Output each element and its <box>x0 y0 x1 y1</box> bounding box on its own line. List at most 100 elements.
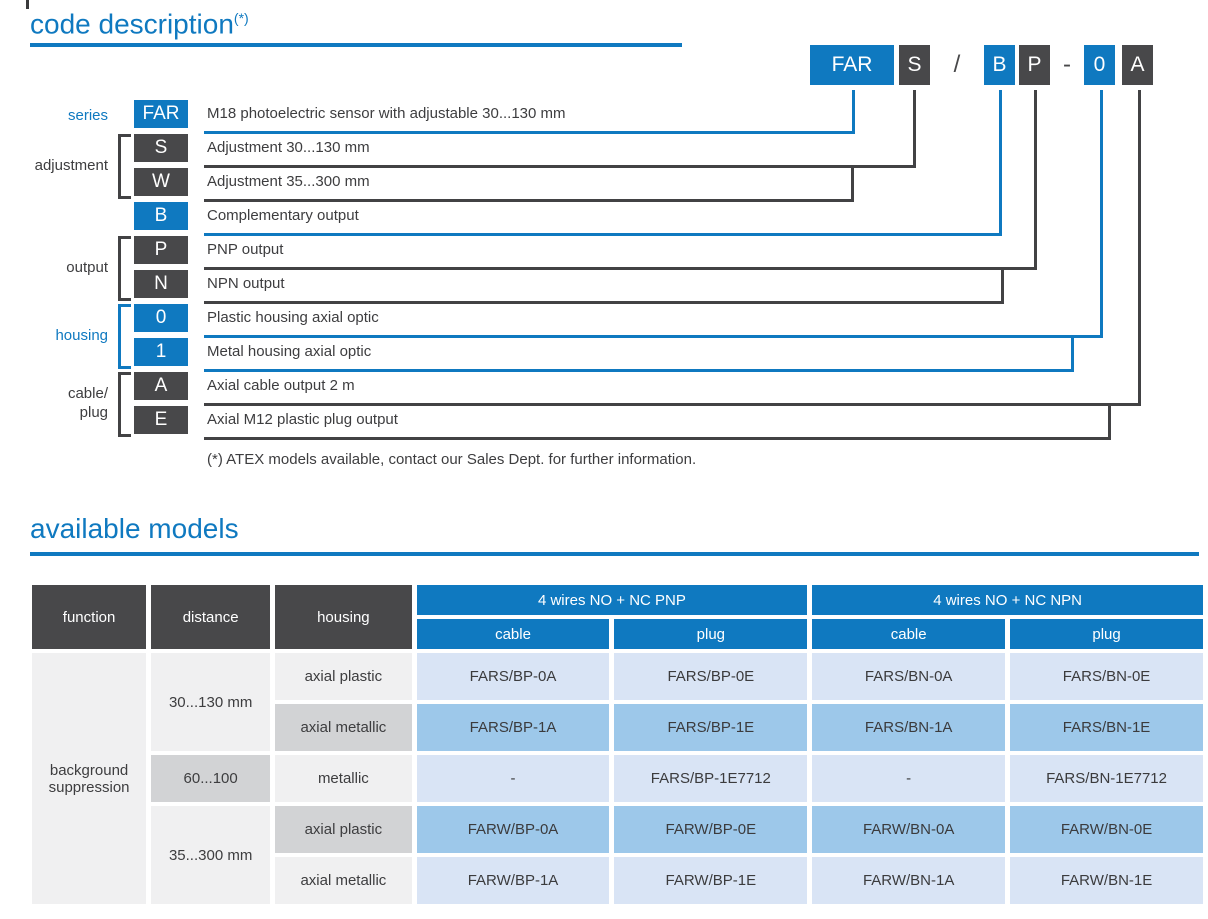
distance-cell: 35...300 mm <box>151 806 271 904</box>
model-cell: FARS/BP-0E <box>614 653 808 700</box>
example-code-slash: / <box>953 51 961 78</box>
code-desc-p: PNP output <box>207 241 284 258</box>
connector-line <box>1071 335 1074 372</box>
connector-line <box>204 165 916 168</box>
connector-line <box>851 165 854 202</box>
example-code-adjustment: S <box>899 45 930 85</box>
connector-line <box>1034 90 1037 270</box>
connector-line <box>204 335 1103 338</box>
code-desc-b: Complementary output <box>207 207 359 224</box>
group-label-cable-plug-line1: cable/ <box>67 385 108 402</box>
housing-cell: axial metallic <box>275 704 412 751</box>
sub-header-pnp-cable: cable <box>416 619 610 649</box>
code-desc-a: Axial cable output 2 m <box>207 377 355 394</box>
model-cell: FARS/BP-1A <box>416 704 610 751</box>
code-box-n: N <box>134 270 188 298</box>
model-cell: - <box>416 755 610 802</box>
connector-line <box>204 131 855 134</box>
col-header-function: function <box>32 585 147 649</box>
table-row: background suppression 30...130 mm axial… <box>32 653 1203 904</box>
code-box-0: 0 <box>134 304 188 332</box>
bracket-output <box>118 236 131 301</box>
code-desc-s: Adjustment 30...130 mm <box>207 139 370 156</box>
example-code-complementary: B <box>984 45 1015 85</box>
atex-footnote: (*) ATEX models available, contact our S… <box>207 451 697 468</box>
group-label-housing: housing <box>55 327 108 344</box>
code-desc-1: Metal housing axial optic <box>207 343 372 360</box>
connector-line <box>1100 90 1103 338</box>
section-title-available-models: available models <box>30 513 239 544</box>
code-box-s: S <box>134 134 188 162</box>
connector-line <box>204 267 1037 270</box>
housing-cell: axial plastic <box>275 806 412 853</box>
connector-line <box>999 90 1002 236</box>
model-cell: FARW/BP-1A <box>416 857 610 904</box>
group-label-output: output <box>66 259 108 276</box>
distance-cell: 60...100 <box>151 755 271 802</box>
connector-line <box>204 403 1141 406</box>
section-title-footnote-marker: (*) <box>233 10 249 26</box>
col-header-housing: housing <box>275 585 412 649</box>
connector-line <box>852 90 855 134</box>
table-row: 60...100 metallic - FARS/BP-1E7712 - FAR… <box>32 755 1203 802</box>
model-cell: FARS/BN-1E <box>1010 704 1203 751</box>
table-row: axial metallic FARW/BP-1A FARW/BP-1E FAR… <box>32 857 1203 904</box>
model-cell: FARS/BN-0A <box>812 653 1006 700</box>
code-desc-w: Adjustment 35...300 mm <box>207 173 370 190</box>
sub-header-npn-cable: cable <box>812 619 1006 649</box>
code-box-far: FAR <box>134 100 188 128</box>
connector-line <box>204 233 1002 236</box>
connector-line <box>204 369 1074 372</box>
housing-cell: metallic <box>275 755 412 802</box>
model-cell: FARW/BN-1E <box>1010 857 1203 904</box>
group-label-adjustment: adjustment <box>34 157 108 174</box>
table-row: axial metallic FARS/BP-1A FARS/BP-1E FAR… <box>32 704 1203 751</box>
connector-line <box>913 90 916 168</box>
model-cell: FARS/BP-1E <box>614 704 808 751</box>
housing-cell: axial metallic <box>275 857 412 904</box>
code-box-b: B <box>134 202 188 230</box>
model-cell: FARS/BN-1E7712 <box>1010 755 1203 802</box>
model-cell: FARW/BN-0A <box>812 806 1006 853</box>
bracket-housing <box>118 304 131 369</box>
group-label-series: series <box>67 107 108 124</box>
bracket-cable-plug <box>118 372 131 437</box>
code-desc-far: M18 photoelectric sensor with adjustable… <box>207 105 566 122</box>
housing-cell: axial plastic <box>275 653 412 700</box>
model-cell: FARW/BP-0E <box>614 806 808 853</box>
code-box-a: A <box>134 372 188 400</box>
group-header-pnp: 4 wires NO + NC PNP <box>416 585 808 615</box>
page-edge-mark <box>26 0 29 9</box>
distance-cell: 30...130 mm <box>151 653 271 751</box>
code-box-1: 1 <box>134 338 188 366</box>
connector-line <box>204 437 1111 440</box>
group-header-npn: 4 wires NO + NC NPN <box>812 585 1203 615</box>
sub-header-pnp-plug: plug <box>614 619 808 649</box>
example-code-output: P <box>1019 45 1050 85</box>
code-desc-n: NPN output <box>207 275 285 292</box>
model-cell: FARW/BN-1A <box>812 857 1006 904</box>
connector-line <box>1108 403 1111 440</box>
connector-line <box>1001 267 1004 304</box>
model-cell: FARS/BP-0A <box>416 653 610 700</box>
connector-line <box>1138 90 1141 406</box>
group-label-cable-plug-line2: plug <box>79 404 108 421</box>
code-box-p: P <box>134 236 188 264</box>
function-cell: background suppression <box>32 653 147 904</box>
code-desc-e: Axial M12 plastic plug output <box>207 411 398 428</box>
connector-line <box>204 301 1004 304</box>
sub-header-npn-plug: plug <box>1010 619 1203 649</box>
section-title-text: code description <box>30 8 234 40</box>
code-desc-0: Plastic housing axial optic <box>207 309 379 326</box>
example-code-dash: - <box>1063 51 1071 78</box>
code-box-e: E <box>134 406 188 434</box>
connector-line <box>204 199 854 202</box>
model-cell: - <box>812 755 1006 802</box>
col-header-distance: distance <box>151 585 271 649</box>
bracket-adjustment <box>118 134 131 199</box>
table-row: 35...300 mm axial plastic FARW/BP-0A FAR… <box>32 806 1203 904</box>
code-box-w: W <box>134 168 188 196</box>
model-cell: FARS/BN-1A <box>812 704 1006 751</box>
model-cell: FARW/BP-0A <box>416 806 610 853</box>
